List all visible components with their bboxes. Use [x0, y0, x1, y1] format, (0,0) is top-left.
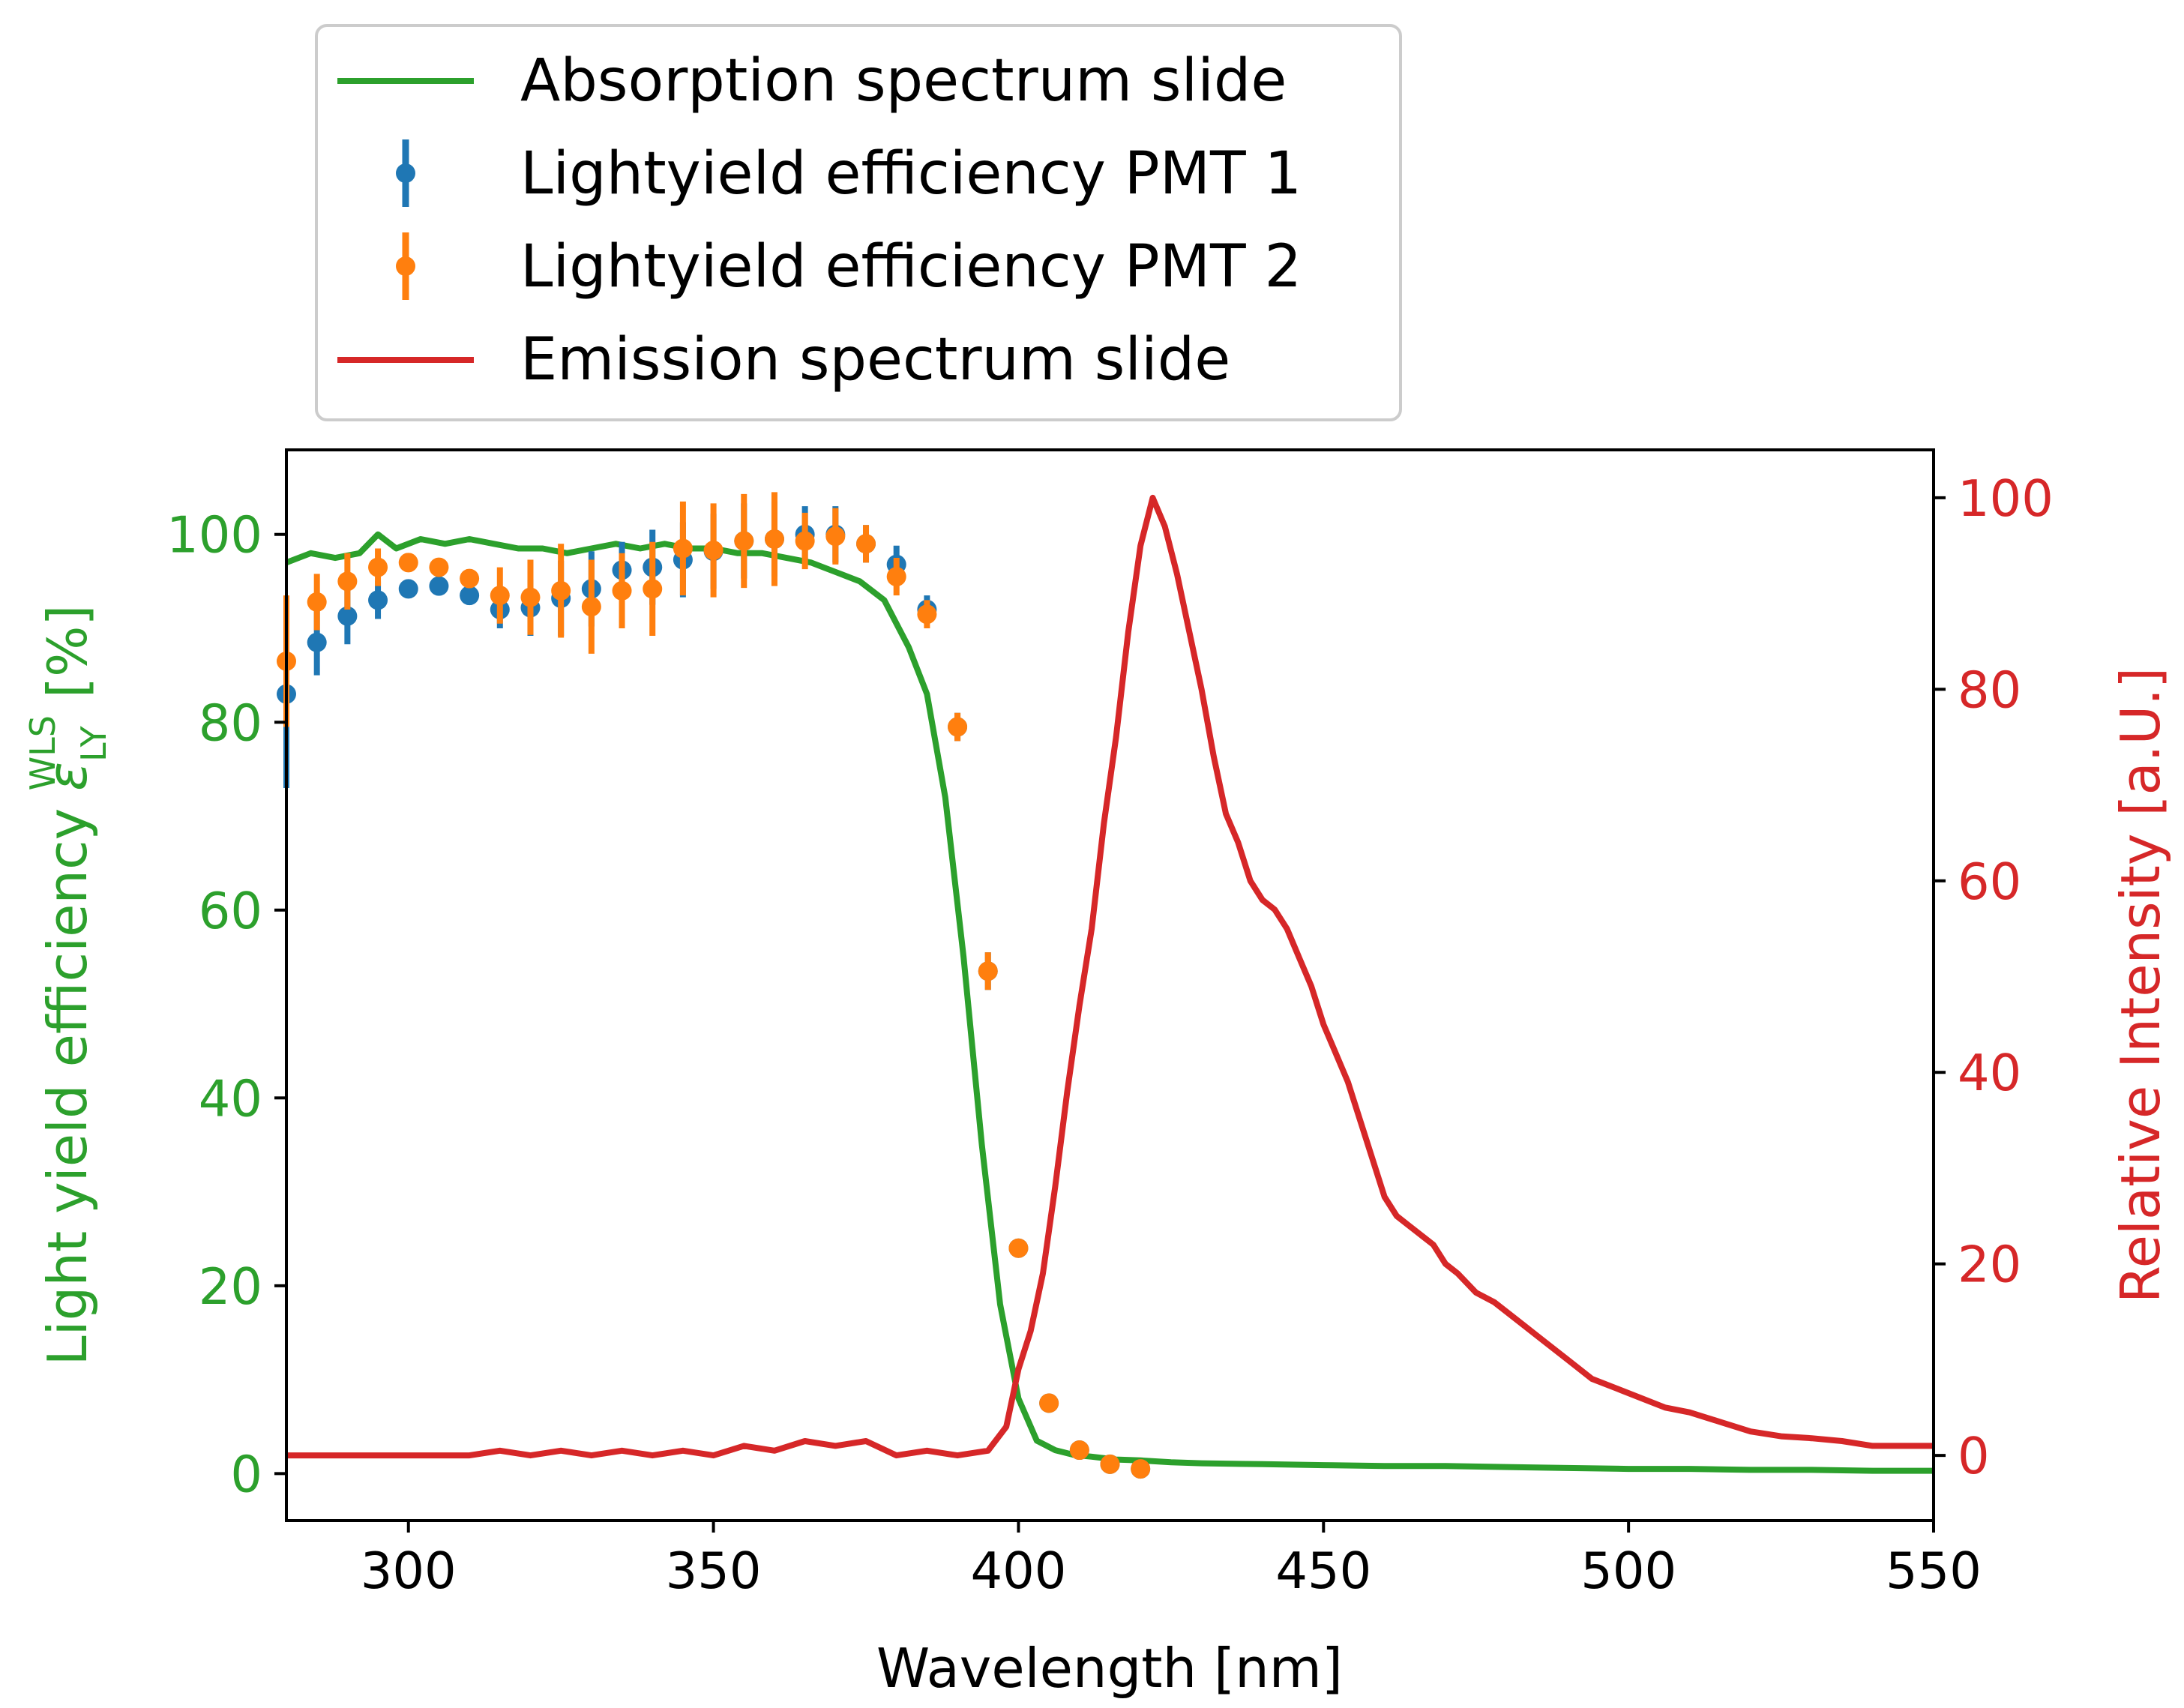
pmt2-point	[795, 531, 815, 551]
y-axis-right-title: Relative Intensity [a.U.]	[2109, 667, 2172, 1303]
series-layer	[277, 492, 1934, 1479]
legend-label-pmt2: Lightyield efficiency PMT 2	[520, 233, 1302, 301]
x-tick-label: 300	[361, 1542, 457, 1600]
y-axis-right: 0 20 40 60 80 100	[1934, 469, 2054, 1485]
y-right-tick-label: 0	[1958, 1427, 1990, 1485]
pmt1-point	[307, 632, 327, 652]
pmt2-point	[398, 553, 418, 573]
y-right-tick-label: 60	[1958, 853, 2021, 911]
y-left-tick-label: 60	[199, 882, 262, 940]
y-right-tick-label: 100	[1958, 469, 2054, 528]
pmt2-point	[307, 592, 327, 612]
pmt2-point	[337, 571, 358, 592]
legend-entry-pmt2: Lightyield efficiency PMT 2	[396, 232, 1302, 301]
pmt2-point	[1131, 1459, 1151, 1479]
pmt2-point	[825, 526, 846, 547]
y-axis-left-title: Light yield efficiency εLYWLS [%]	[22, 605, 114, 1366]
pmt2-point	[1039, 1393, 1059, 1413]
legend-frame	[315, 24, 1402, 421]
y-left-tick-label: 20	[199, 1257, 262, 1316]
x-tick-label: 500	[1580, 1542, 1676, 1600]
plot-frame	[285, 448, 1935, 1522]
y-axis-left: 0 20 40 60 80 100	[166, 506, 286, 1503]
pmt2-point	[917, 604, 937, 625]
pmt2-point	[490, 586, 510, 606]
pmt2-point	[886, 567, 906, 587]
absorption-series-line	[285, 531, 1934, 1474]
x-tick-label: 550	[1886, 1542, 1982, 1600]
pmt2-point	[520, 587, 541, 607]
x-axis-title: Wavelength [nm]	[876, 1637, 1343, 1700]
legend-entry-emission: Emission spectrum slide	[337, 326, 1230, 394]
pmt2-point	[368, 557, 388, 577]
y-left-tick-label: 100	[166, 506, 262, 565]
pmt2-point	[1069, 1440, 1089, 1461]
legend-entry-pmt1: Lightyield efficiency PMT 1	[396, 139, 1302, 208]
pmt2-point	[429, 557, 449, 577]
y-left-tick-label: 80	[199, 694, 262, 752]
pmt2-point	[551, 580, 571, 601]
pmt2-point	[643, 579, 663, 599]
legend: Absorption spectrum slide Lightyield eff…	[315, 24, 1402, 421]
pmt2-point	[581, 597, 601, 617]
pmt2-point	[703, 541, 724, 561]
pmt2-point	[764, 529, 784, 549]
x-axis: 300 350 400 450 500 550	[361, 1521, 1982, 1600]
x-tick-label: 350	[666, 1542, 762, 1600]
pmt2-point	[1008, 1238, 1029, 1258]
pmt1-point	[429, 576, 449, 596]
pmt2-point	[673, 538, 693, 559]
legend-label-pmt1: Lightyield efficiency PMT 1	[520, 140, 1302, 208]
pmt2-point	[948, 717, 968, 737]
pmt2-point	[978, 961, 998, 981]
pmt2-point	[612, 580, 632, 601]
legend-entry-absorption: Absorption spectrum slide	[337, 47, 1287, 115]
pmt1-point	[337, 606, 358, 626]
y-left-tick-label: 40	[199, 1069, 262, 1128]
legend-label-absorption: Absorption spectrum slide	[520, 47, 1287, 115]
legend-swatch-pmt1-marker	[396, 163, 415, 183]
pmt2-point	[460, 568, 480, 589]
legend-label-emission: Emission spectrum slide	[520, 326, 1230, 394]
y-right-tick-label: 80	[1958, 661, 2021, 719]
x-tick-label: 400	[970, 1542, 1066, 1600]
y-right-tick-label: 20	[1958, 1236, 2021, 1294]
legend-swatch-pmt2-marker	[396, 256, 415, 276]
pmt1-point	[398, 579, 418, 599]
pmt1-point	[368, 590, 388, 610]
y-left-tick-label: 0	[230, 1445, 262, 1503]
pmt2-point	[1100, 1454, 1120, 1474]
pmt1-point	[460, 586, 480, 606]
emission-series-line	[286, 494, 1934, 1459]
y-right-tick-label: 40	[1958, 1044, 2021, 1102]
x-tick-label: 450	[1275, 1542, 1371, 1600]
pmt2-point	[856, 534, 876, 554]
pmt2-point	[734, 531, 754, 551]
